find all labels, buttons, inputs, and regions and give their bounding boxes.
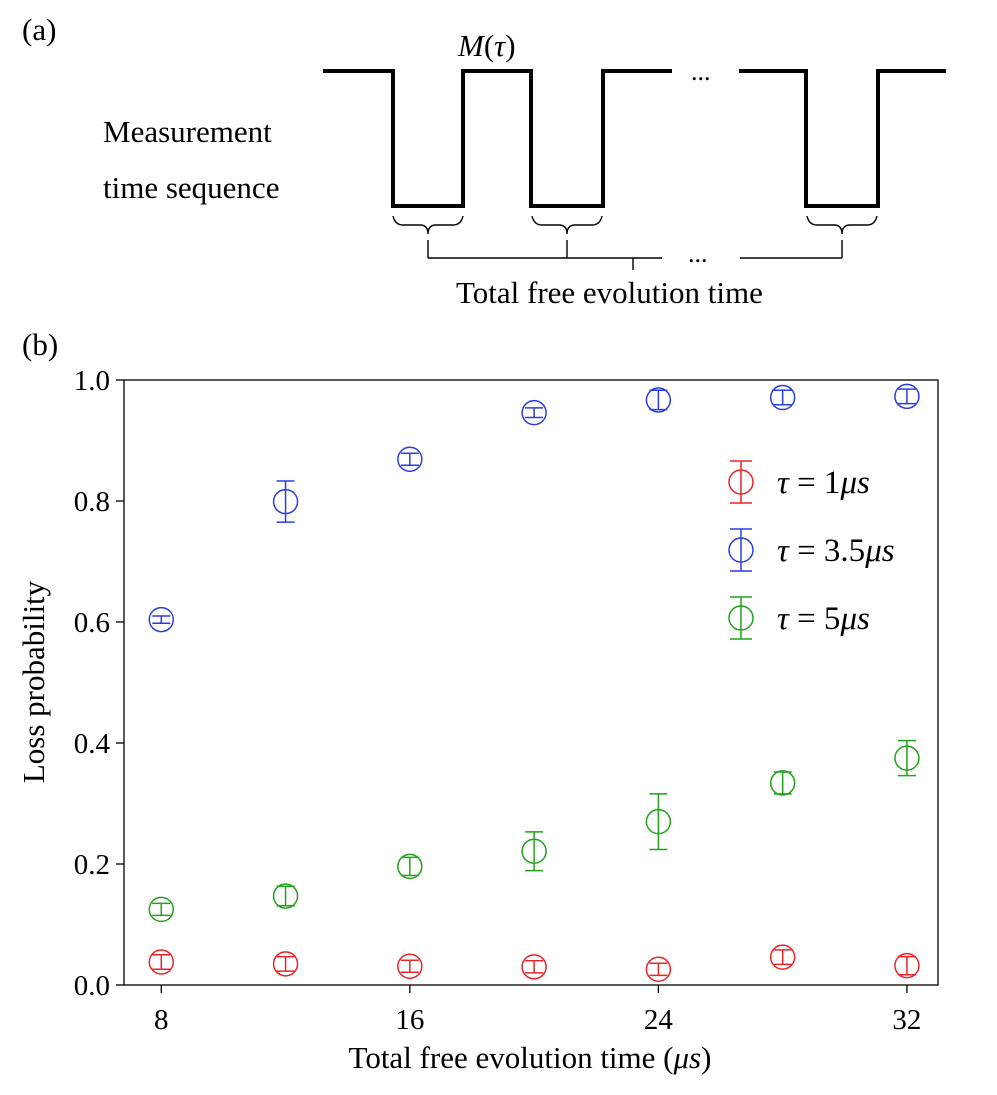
legend-label: τ = 3.5μs <box>777 533 895 569</box>
point-marker <box>272 883 299 909</box>
row-label-line2: time sequence <box>103 170 279 205</box>
point-marker <box>272 488 299 515</box>
point-marker <box>397 853 423 880</box>
point-marker <box>894 745 920 771</box>
point-marker <box>148 896 175 923</box>
y-tick-label: 0.6 <box>74 607 110 639</box>
bracket-label: Total free evolution time <box>456 275 763 310</box>
pulse-brackets <box>392 215 878 235</box>
panel-b-label: (b) <box>22 327 58 362</box>
data-point <box>645 956 672 983</box>
y-axis: 0.0 0.2 0.4 0.6 0.8 1.0 <box>74 365 124 1002</box>
data-point <box>272 480 299 523</box>
data-point <box>397 853 423 880</box>
legend-marker <box>728 528 754 572</box>
data-series <box>148 383 920 983</box>
point-marker <box>521 399 547 426</box>
data-point <box>397 953 423 979</box>
point-marker <box>769 944 796 970</box>
legend-entry: τ = 5μs <box>728 596 870 640</box>
data-point <box>769 770 796 796</box>
data-point <box>769 384 796 411</box>
data-point <box>521 399 547 426</box>
x-tick-label: 32 <box>892 1004 921 1036</box>
pulse-bracket <box>806 215 878 235</box>
point-marker <box>645 956 672 983</box>
data-point <box>645 387 672 413</box>
data-point <box>894 383 920 410</box>
point-marker <box>397 446 423 473</box>
x-axis: 8 16 24 32 <box>154 985 921 1036</box>
data-point <box>148 896 175 923</box>
data-point <box>894 952 920 979</box>
series-1 <box>148 944 920 983</box>
point-marker <box>894 952 920 979</box>
point-marker <box>645 808 672 835</box>
total-bracket <box>427 240 843 270</box>
point-marker <box>769 770 796 796</box>
pulse-waveform-right <box>739 69 946 208</box>
legend-entry: τ = 1μs <box>728 460 870 504</box>
data-point <box>894 739 920 777</box>
point-marker <box>894 383 920 410</box>
legend-marker <box>728 460 754 504</box>
legend-label: τ = 1μs <box>777 465 870 501</box>
legend: τ = 1μs τ = 3.5μs τ = 5μs <box>728 460 895 640</box>
legend-marker <box>728 596 754 640</box>
data-point <box>148 606 175 633</box>
point-marker <box>521 954 547 980</box>
x-axis-label: Total free evolution time (μs) <box>349 1040 712 1075</box>
x-tick-label: 16 <box>395 1004 424 1036</box>
legend-entry: τ = 3.5μs <box>728 528 895 572</box>
data-point <box>645 793 672 851</box>
point-marker <box>272 951 299 977</box>
data-point <box>397 446 423 473</box>
data-point <box>521 954 547 980</box>
pulse-label: M(τ) <box>457 28 516 63</box>
pulse-waveform <box>323 69 946 208</box>
y-tick-label: 0.2 <box>74 849 110 881</box>
data-point <box>769 944 796 970</box>
waveform-ellipsis: ... <box>691 57 711 86</box>
pulse-waveform-left <box>323 69 672 208</box>
data-point <box>148 949 175 975</box>
bracket-ellipsis: ... <box>688 239 708 268</box>
x-tick-label: 24 <box>644 1004 674 1036</box>
point-marker <box>148 949 175 975</box>
plot-frame <box>123 379 939 986</box>
data-point <box>272 951 299 977</box>
point-marker <box>148 606 175 633</box>
y-tick-label: 1.0 <box>74 365 110 397</box>
y-tick-label: 0.4 <box>74 728 111 760</box>
pulse-bracket <box>392 215 464 235</box>
legend-label: τ = 5μs <box>777 601 870 637</box>
panel-a: (a) M(τ) ... Measurement time sequence .… <box>22 12 946 310</box>
point-marker <box>397 953 423 979</box>
row-label-line1: Measurement <box>103 114 272 149</box>
point-marker <box>521 838 547 865</box>
series-2 <box>148 383 920 633</box>
y-axis-label: Loss probability <box>16 580 51 783</box>
panel-a-label: (a) <box>22 12 56 47</box>
pulse-bracket <box>531 215 603 235</box>
chart: 0.0 0.2 0.4 0.6 0.8 1.0 8 16 24 32 Loss probabil… <box>16 365 939 1075</box>
data-point <box>521 831 547 872</box>
point-marker <box>645 387 672 413</box>
series-3 <box>148 739 920 923</box>
y-tick-label: 0.8 <box>74 486 110 518</box>
data-point <box>272 883 299 909</box>
x-tick-label: 8 <box>154 1004 169 1036</box>
y-tick-label: 0.0 <box>74 970 110 1002</box>
point-marker <box>769 384 796 411</box>
